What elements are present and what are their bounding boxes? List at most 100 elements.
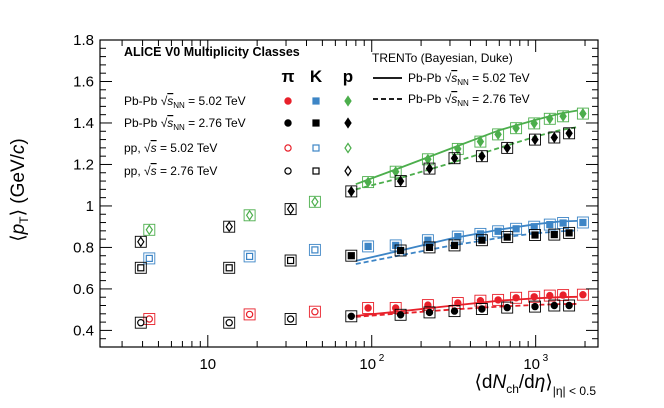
diamond-mark (565, 127, 573, 139)
p Pb-Pb 5.02 TeV (510, 122, 523, 135)
K Pb-Pb 2.76 TeV (501, 231, 514, 244)
legend-row-label-2: pp, √s = 5.02 TeV (124, 141, 217, 155)
circle-mark (494, 296, 502, 304)
square-mark (397, 246, 405, 255)
square-mark (424, 236, 432, 244)
sys-box (345, 310, 358, 323)
diamond-mark (225, 221, 233, 233)
K Pb-Pb 5.02 TeV (557, 217, 570, 229)
sys-box (448, 305, 461, 318)
legend-marker-2-0 (284, 144, 292, 152)
diamond-mark (347, 185, 356, 197)
circle-mark (550, 301, 559, 310)
series-p-pp-5-02-tev (143, 195, 321, 236)
K Pb-Pb 5.02 TeV (362, 240, 375, 253)
sys-box (528, 290, 541, 303)
legend-diamond (344, 142, 352, 154)
legend-species-1: K (310, 67, 323, 86)
π Pb-Pb 2.76 TeV (448, 305, 461, 318)
sys-box (543, 289, 556, 302)
square-mark (546, 221, 554, 229)
series-pp-5-02-tev (143, 305, 321, 325)
x-tick-exponent: 3 (543, 353, 549, 364)
sys-box (243, 250, 256, 263)
square-mark (503, 233, 511, 241)
y-tick-label: 1.2 (73, 156, 94, 173)
square-mark (478, 236, 486, 244)
sys-box (576, 288, 589, 301)
p Pb-Pb 2.76 TeV (423, 162, 436, 175)
square-mark (145, 254, 153, 262)
sys-box (576, 216, 589, 229)
circle-mark (476, 297, 485, 305)
legend-row-label-0: Pb-Pb √sNN = 5.02 TeV (124, 94, 246, 110)
curve-k-trento-2-76-tev (355, 229, 578, 265)
p Pb-Pb 5.02 TeV (474, 135, 487, 148)
model-legend-label-1: Pb-Pb √sNN = 2.76 TeV (408, 92, 530, 108)
K Pb-Pb 2.76 TeV (394, 244, 407, 257)
sys-box (448, 239, 461, 252)
y-tick-label: 1.8 (73, 32, 94, 49)
circle-mark (425, 308, 434, 317)
p Pb-Pb 5.02 TeV (421, 153, 434, 166)
π pp 2.76 TeV (134, 316, 147, 329)
p pp 2.76 TeV (223, 220, 236, 233)
p Pb-Pb 5.02 TeV (543, 112, 556, 125)
diamond-mark (503, 142, 511, 154)
square-mark (311, 246, 319, 254)
legend-diamond (344, 117, 352, 129)
sys-box (548, 299, 561, 312)
π Pb-Pb 5.02 TeV (576, 288, 589, 301)
p Pb-Pb 5.02 TeV (528, 117, 541, 130)
p pp 5.02 TeV (143, 223, 156, 236)
legend-marker-0-0 (284, 97, 292, 105)
circle-mark (396, 311, 405, 319)
circle-mark (546, 291, 554, 300)
sys-box (475, 234, 488, 247)
K pp 5.02 TeV (308, 243, 321, 256)
K Pb-Pb 2.76 TeV (548, 228, 561, 241)
square-mark (347, 252, 355, 260)
square-mark (494, 227, 502, 235)
circle-mark (503, 303, 511, 312)
circle-mark (137, 319, 145, 327)
circle-mark (311, 308, 319, 316)
sys-box (308, 243, 321, 256)
K Pb-Pb 2.76 TeV (475, 234, 488, 247)
legend-row-label-1: Pb-Pb √sNN = 2.76 TeV (124, 116, 246, 132)
sys-box (492, 293, 505, 306)
diamond-mark (454, 143, 462, 155)
legend-marker-1-1 (312, 119, 320, 127)
π Pb-Pb 2.76 TeV (529, 300, 541, 313)
sys-box (557, 289, 570, 302)
legend-marker-3-1 (312, 167, 320, 175)
diamond-mark (512, 122, 520, 134)
circle-mark (145, 315, 153, 323)
legend-species-0: π (281, 67, 294, 86)
legend-marker-3-2 (344, 165, 352, 177)
diamond-mark (425, 163, 434, 175)
legend-marker-3-0 (284, 167, 292, 175)
π Pb-Pb 2.76 TeV (548, 299, 561, 312)
square-mark (364, 242, 372, 250)
p Pb-Pb 2.76 TeV (394, 175, 407, 188)
circle-mark (478, 305, 486, 313)
curve-p-trento-5-02-tev (355, 109, 578, 186)
π Pb-Pb 2.76 TeV (475, 303, 488, 315)
series-pp-2-76-tev (134, 313, 297, 329)
diamond-mark (391, 166, 400, 178)
diamond-mark (396, 175, 405, 187)
p Pb-Pb 2.76 TeV (501, 141, 514, 154)
legend-marker-1-2 (344, 117, 352, 129)
diamond-mark (530, 117, 538, 129)
sys-box (501, 231, 514, 244)
legend-diamond (344, 165, 352, 177)
sys-box (362, 302, 375, 314)
sys-box (394, 308, 407, 321)
legend-row-label-3: pp, √s = 2.76 TeV (124, 164, 217, 178)
diamond-mark (311, 196, 319, 208)
legend-species-2: p (343, 67, 353, 86)
K Pb-Pb 5.02 TeV (510, 222, 523, 235)
